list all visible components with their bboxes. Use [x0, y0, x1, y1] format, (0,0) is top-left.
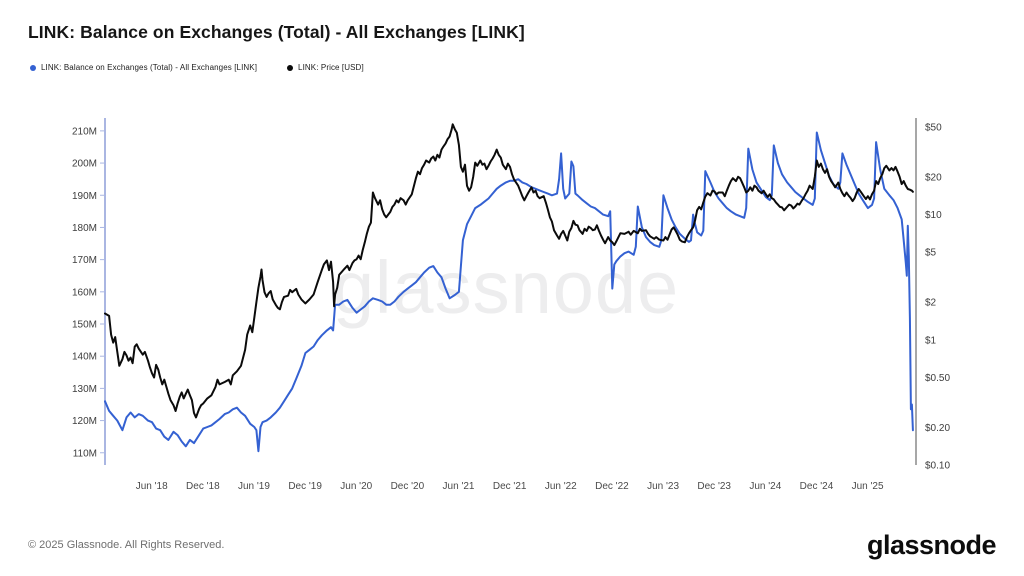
legend-label: LINK: Price [USD] [298, 63, 364, 72]
left-axis-tick-label: 140M [72, 352, 97, 363]
right-axis-tick-label: $5 [925, 248, 937, 259]
x-axis-tick-label: Jun '21 [443, 481, 475, 492]
right-axis-tick-label: $20 [925, 172, 942, 183]
x-axis-tick-label: Jun '22 [545, 481, 577, 492]
x-axis-tick-label: Dec '21 [493, 481, 527, 492]
price-line-series [104, 123, 914, 419]
left-axis-tick-label: 190M [72, 191, 97, 202]
x-axis-tick-label: Dec '20 [391, 481, 425, 492]
x-axis-tick-label: Dec '24 [800, 481, 834, 492]
x-axis-tick-label: Jun '24 [749, 481, 781, 492]
left-axis-tick-label: 150M [72, 320, 97, 331]
right-axis-tick-label: $0.50 [925, 373, 950, 384]
legend-dot-icon [30, 64, 36, 71]
x-axis-tick-label: Jun '19 [238, 481, 270, 492]
page-title: LINK: Balance on Exchanges (Total) - All… [28, 22, 525, 42]
left-axis-tick-label: 210M [72, 126, 97, 137]
x-axis-tick-label: Jun '25 [852, 481, 884, 492]
right-axis-tick-label: $1 [925, 335, 937, 346]
right-axis-tick-label: $50 [925, 123, 942, 134]
footer-copyright: © 2025 Glassnode. All Rights Reserved. [28, 539, 225, 551]
left-axis-tick-label: 120M [72, 416, 97, 427]
x-axis-tick-label: Jun '20 [340, 481, 372, 492]
right-axis-tick-label: $10 [925, 210, 942, 221]
x-axis-tick-label: Dec '22 [595, 481, 629, 492]
left-axis-tick-label: 110M [73, 448, 97, 459]
left-axis-tick-label: 180M [72, 223, 97, 234]
balance-line-series [104, 131, 914, 453]
x-axis-tick-label: Dec '19 [288, 481, 322, 492]
left-axis-tick-label: 170M [72, 255, 97, 266]
x-axis-tick-label: Jun '18 [136, 481, 168, 492]
x-axis-tick-label: Dec '23 [697, 481, 731, 492]
glassnode-watermark: glassnode [332, 246, 680, 330]
legend-item-balance[interactable]: LINK: Balance on Exchanges (Total) - All… [30, 63, 257, 72]
left-axis-tick-label: 200M [72, 159, 97, 170]
x-axis-tick-label: Jun '23 [647, 481, 679, 492]
legend-dot-icon [287, 64, 294, 71]
glassnode-logo: glassnode [866, 530, 997, 560]
legend-item-price[interactable]: LINK: Price [USD] [287, 63, 364, 72]
chart-legend: LINK: Balance on Exchanges (Total) - All… [30, 63, 364, 72]
left-axis-tick-label: 160M [72, 287, 97, 298]
right-axis-tick-label: $0.10 [925, 461, 950, 472]
right-axis-tick-label: $2 [925, 298, 937, 309]
right-axis-tick-label: $0.20 [925, 423, 950, 434]
legend-label: LINK: Balance on Exchanges (Total) - All… [41, 63, 258, 72]
left-axis-tick-label: 130M [72, 384, 97, 395]
x-axis-tick-label: Dec '18 [186, 481, 220, 492]
